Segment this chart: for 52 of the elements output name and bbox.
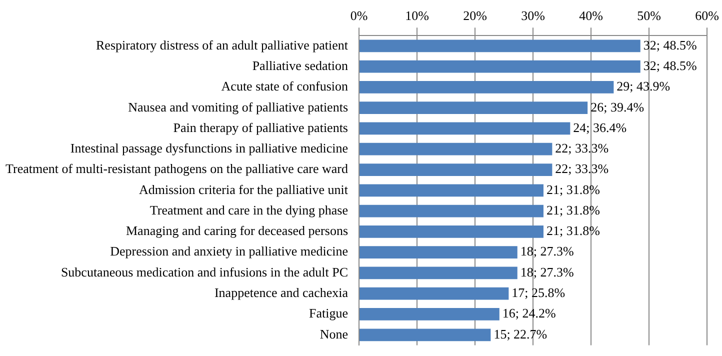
- x-tick-label: 0%: [350, 8, 368, 24]
- x-tick-label: 10%: [405, 8, 430, 24]
- data-label: 16; 24.2%: [502, 306, 556, 321]
- y-tick-label: Nausea and vomiting of palliative patients: [128, 99, 348, 114]
- bar: [360, 328, 491, 342]
- y-tick-label: Pain therapy of palliative patients: [173, 120, 348, 135]
- x-tick-label: 50%: [637, 8, 662, 24]
- y-tick-label: Acute state of confusion: [221, 78, 348, 94]
- data-label: 32; 48.5%: [643, 37, 697, 52]
- bar: [360, 225, 544, 238]
- data-label: 21; 31.8%: [546, 182, 600, 197]
- x-tick-label: 40%: [579, 8, 604, 24]
- y-tick-label: Admission criteria for the palliative unit: [138, 182, 348, 197]
- y-tick-label: Depression and anxiety in palliative medicine: [110, 244, 348, 259]
- x-tick-label: 30%: [521, 8, 546, 24]
- bar: [360, 308, 500, 320]
- y-tick-label: Intestinal passage dysfunctions in palliative medicine: [70, 140, 348, 156]
- bar: [360, 142, 552, 156]
- bar: [360, 164, 552, 176]
- data-label: 29; 43.9%: [616, 78, 670, 94]
- x-tick-label: 60%: [695, 8, 720, 24]
- bar: [360, 60, 640, 73]
- bar: [360, 246, 518, 259]
- bar: [360, 266, 518, 280]
- data-label: 22; 33.3%: [555, 140, 609, 156]
- bar: [360, 40, 640, 52]
- y-tick-label: Fatigue: [309, 306, 348, 321]
- data-label: 21; 31.8%: [546, 223, 600, 238]
- data-label: 18; 27.3%: [520, 244, 574, 259]
- data-label: 18; 27.3%: [520, 264, 574, 280]
- bar: [360, 184, 544, 197]
- bar: [360, 287, 509, 300]
- y-tick-label: Treatment of multi-resistant pathogens on the palliative care ward: [6, 161, 348, 176]
- data-label: 15; 22.7%: [494, 326, 548, 342]
- data-label: 21; 31.8%: [546, 202, 600, 218]
- bar: [360, 204, 544, 218]
- y-tick-label: Managing and caring for deceased persons: [126, 223, 348, 238]
- bar: [360, 122, 570, 135]
- data-label: 32; 48.5%: [643, 58, 697, 73]
- x-tick-label: 20%: [463, 8, 488, 24]
- data-label: 22; 33.3%: [555, 161, 609, 176]
- bar: [360, 81, 614, 94]
- y-tick-label: Subcutaneous medication and infusions in the adult PC: [60, 264, 348, 280]
- y-tick-label: Palliative sedation: [252, 58, 348, 73]
- y-tick-label: None: [320, 326, 348, 342]
- y-tick-label: Respiratory distress of an adult palliative patient: [96, 37, 348, 52]
- data-label: 17; 25.8%: [512, 285, 566, 300]
- data-label: 26; 39.4%: [590, 99, 644, 114]
- y-tick-label: Treatment and care in the dying phase: [150, 202, 348, 218]
- bar: [360, 102, 588, 114]
- data-label: 24; 36.4%: [573, 120, 627, 135]
- y-tick-label: Inappetence and cachexia: [214, 285, 348, 300]
